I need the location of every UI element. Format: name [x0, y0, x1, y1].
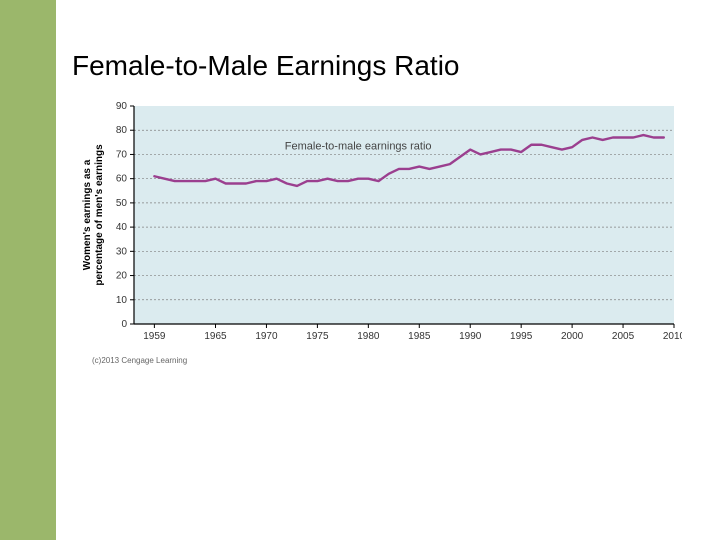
y-tick-label: 60: [116, 174, 128, 185]
x-tick-label: 1970: [255, 331, 278, 342]
x-tick-label: 1995: [510, 331, 533, 342]
x-tick-label: 1975: [306, 331, 329, 342]
y-tick-label: 20: [116, 271, 128, 282]
slide-page: Female-to-Male Earnings Ratio 0 10 20 30 40 5…: [0, 0, 720, 540]
x-tick-label: 2005: [612, 331, 635, 342]
y-tick-label: 80: [116, 125, 128, 136]
y-tick-label: 0: [121, 319, 127, 330]
y-tick-label: 10: [116, 295, 128, 306]
y-tick-label: 50: [116, 198, 128, 209]
x-tick-label: 1959: [143, 331, 166, 342]
y-tick-label: 40: [116, 222, 128, 233]
y-tick-label: 70: [116, 149, 128, 160]
y-axis-label: Women's earnings as apercentage of men's…: [82, 144, 105, 286]
left-accent-bar: [0, 0, 56, 540]
x-tick-label: 1965: [204, 331, 227, 342]
y-tick-label: 30: [116, 246, 128, 257]
series-label: Female-to-male earnings ratio: [285, 141, 432, 153]
svg-text:percentage of men's earnings: percentage of men's earnings: [94, 144, 105, 286]
earnings-ratio-chart: 0 10 20 30 40 50 60 70 80 90 1959 1965 1970 1975 1980 1…: [82, 100, 682, 360]
svg-text:Women's earnings as a: Women's earnings as a: [82, 159, 93, 270]
slide-title: Female-to-Male Earnings Ratio: [72, 50, 460, 82]
copyright-text: (c)2013 Cengage Learning: [92, 356, 187, 365]
x-tick-label: 1980: [357, 331, 380, 342]
x-tick-label: 2000: [561, 331, 584, 342]
y-tick-label: 90: [116, 101, 128, 112]
chart-svg: 0 10 20 30 40 50 60 70 80 90 1959 1965 1970 1975 1980 1…: [82, 100, 682, 346]
x-tick-label: 2010: [663, 331, 682, 342]
x-tick-label: 1990: [459, 331, 482, 342]
x-tick-label: 1985: [408, 331, 431, 342]
